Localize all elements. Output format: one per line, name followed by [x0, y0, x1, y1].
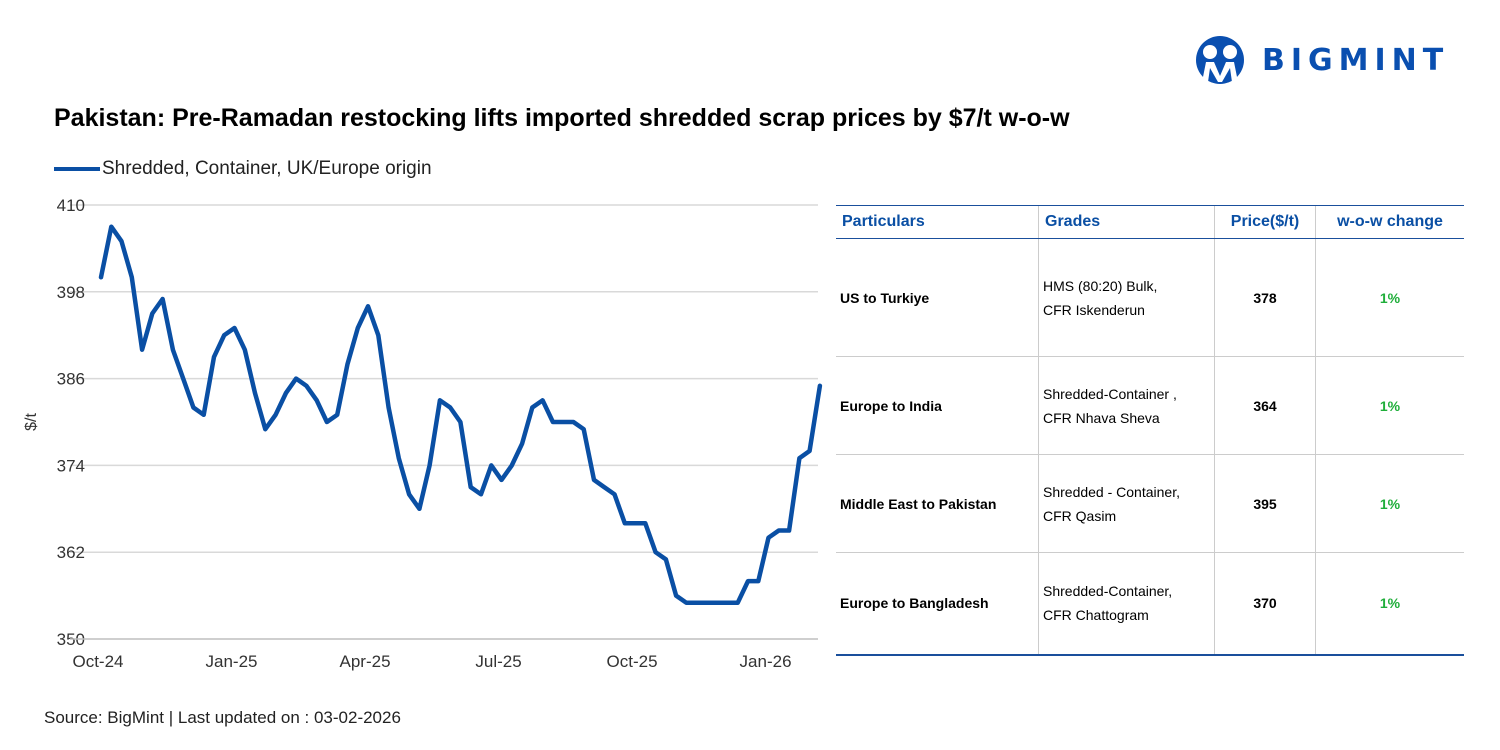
table-row: US to Turkiye HMS (80:20) Bulk, CFR Isken…: [836, 238, 1464, 357]
price-cell: 395: [1214, 454, 1316, 553]
x-tick-label: Oct-24: [72, 652, 123, 671]
y-tick-label: 410: [57, 196, 85, 215]
header-grades: Grades: [1038, 205, 1215, 239]
table-row: Europe to India Shredded-Container , CFR …: [836, 356, 1464, 455]
price-cell: 364: [1214, 356, 1316, 455]
y-tick-label: 386: [57, 370, 85, 389]
grade-cell: HMS (80:20) Bulk, CFR Iskenderun: [1038, 238, 1215, 357]
legend: Shredded, Container, UK/Europe origin: [54, 158, 432, 180]
x-tick-label: Jan-26: [740, 652, 792, 671]
change-cell: 1%: [1315, 552, 1464, 656]
price-table: Particulars Grades Price($/t) w-o-w chan…: [836, 205, 1464, 656]
grade-cell: Shredded-Container, CFR Chattogram: [1038, 552, 1215, 656]
particular-cell: Europe to Bangladesh: [836, 552, 1039, 656]
x-tick-label: Jan-25: [206, 652, 258, 671]
x-tick-label: Jul-25: [475, 652, 521, 671]
particular-cell: US to Turkiye: [836, 238, 1039, 357]
change-cell: 1%: [1315, 454, 1464, 553]
y-tick-label: 374: [57, 456, 85, 475]
table-row: Europe to Bangladesh Shredded-Container,…: [836, 552, 1464, 656]
chart-title: Pakistan: Pre-Ramadan restocking lifts i…: [54, 104, 1070, 132]
brand-name: BIGMINT: [1262, 42, 1450, 78]
bigmint-logo: BIGMINT: [1192, 36, 1449, 84]
x-tick-label: Apr-25: [340, 652, 391, 671]
change-cell: 1%: [1315, 356, 1464, 455]
grade-line-2: CFR Qasim: [1043, 507, 1117, 524]
change-cell: 1%: [1315, 238, 1464, 357]
y-tick-label: 398: [57, 283, 85, 302]
series-line: [98, 224, 823, 606]
particular-cell: Europe to India: [836, 356, 1039, 455]
grade-line-1: Shredded-Container,: [1043, 583, 1173, 600]
x-tick-label: Oct-25: [607, 652, 658, 671]
grade-line-1: HMS (80:20) Bulk,: [1043, 277, 1158, 294]
price-cell: 370: [1214, 552, 1316, 656]
table-row: Middle East to Pakistan Shredded - Conta…: [836, 454, 1464, 553]
grade-cell: Shredded-Container , CFR Nhava Sheva: [1038, 356, 1215, 455]
legend-swatch: [54, 167, 100, 171]
particular-cell: Middle East to Pakistan: [836, 454, 1039, 553]
grade-cell: Shredded - Container, CFR Qasim: [1038, 454, 1215, 553]
grade-line-2: CFR Nhava Sheva: [1043, 409, 1160, 426]
price-cell: 378: [1214, 238, 1316, 357]
legend-label: Shredded, Container, UK/Europe origin: [102, 158, 432, 179]
y-axis-label: $/t: [23, 413, 40, 431]
grade-line-2: CFR Chattogram: [1043, 607, 1149, 624]
header-price: Price($/t): [1214, 205, 1316, 239]
grade-line-2: CFR Iskenderun: [1043, 301, 1145, 318]
header-change: w-o-w change: [1315, 205, 1464, 239]
bigmint-logo-icon: [1196, 36, 1244, 84]
source-note: Source: BigMint | Last updated on : 03-0…: [44, 708, 401, 727]
header-particulars: Particulars: [836, 205, 1039, 239]
grade-line-1: Shredded-Container ,: [1043, 385, 1177, 402]
grade-line-1: Shredded - Container,: [1043, 483, 1180, 500]
y-tick-label: 362: [57, 543, 85, 562]
